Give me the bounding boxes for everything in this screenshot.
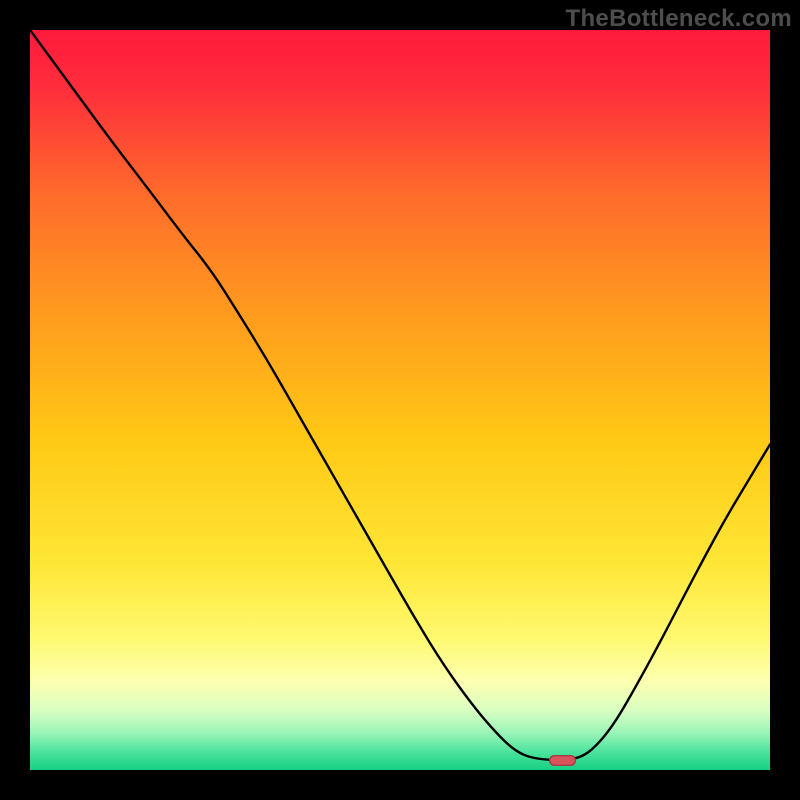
- bottleneck-curve: [30, 30, 770, 770]
- plot-area: [30, 30, 770, 770]
- watermark-text: TheBottleneck.com: [566, 5, 792, 33]
- optimum-marker: [549, 755, 576, 766]
